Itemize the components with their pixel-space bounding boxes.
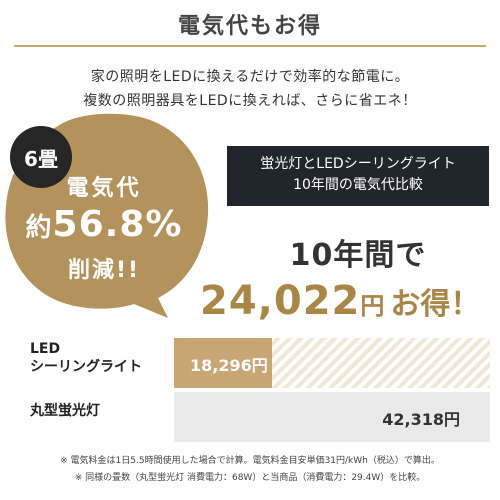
burst-percent: 約56.8% [0, 204, 208, 245]
led-label-line-2: シーリングライト [30, 359, 142, 375]
page-title: 電気代もお得 [177, 14, 322, 39]
led-cost-value: 18,296円 [190, 356, 268, 375]
led-label-line-1: LED [30, 341, 61, 357]
burst-reduction-label: 削減!! [67, 258, 141, 283]
led-row-label: LED シーリングライト [30, 340, 142, 376]
tatami-badge: 6畳 [10, 126, 72, 188]
led-cost-bar-fill [174, 338, 273, 388]
lead-line-1: 家の照明をLEDに換えるだけで効率的な節電に。 [90, 69, 410, 85]
title-underline [14, 45, 486, 47]
burst-percent-value: 56.8% [52, 204, 183, 245]
comparison-title-line-2: 10年間の電気代比較 [293, 177, 423, 193]
led-cost-bar: 18,296円 [174, 338, 490, 388]
savings-otoku: お得！ [390, 287, 481, 322]
comparison-title-box: 蛍光灯とLEDシーリングライト 10年間の電気代比較 [227, 146, 489, 206]
fluorescent-label: 丸型蛍光灯 [30, 403, 100, 419]
footnote-1: ※ 電気料金は1日5.5時間使用した場合で計算。電気料金目安単価31円/kWh（… [60, 456, 440, 466]
burst-electricity-label: 電気代 [66, 176, 142, 201]
fluorescent-row-label: 丸型蛍光灯 [30, 402, 100, 420]
savings-headline: 24,022円 お得！ [200, 278, 500, 324]
footnote-2: ※ 同様の畳数（丸型蛍光灯 消費電力：68W）と当商品（消費電力：29.4W）を… [74, 473, 426, 483]
ten-years-label: 10年間で [289, 238, 427, 273]
comparison-title-line-1: 蛍光灯とLEDシーリングライト [260, 156, 456, 172]
savings-yen: 円 [360, 292, 385, 320]
fluorescent-cost-bar: 42,318円 [174, 392, 490, 442]
lead-line-2: 複数の照明器具をLEDに換えれば、さらに省エネ！ [83, 93, 417, 109]
burst-approx-prefix: 約 [25, 213, 53, 243]
fluorescent-cost-value: 42,318円 [382, 410, 460, 429]
savings-amount: 24,022 [200, 278, 361, 324]
